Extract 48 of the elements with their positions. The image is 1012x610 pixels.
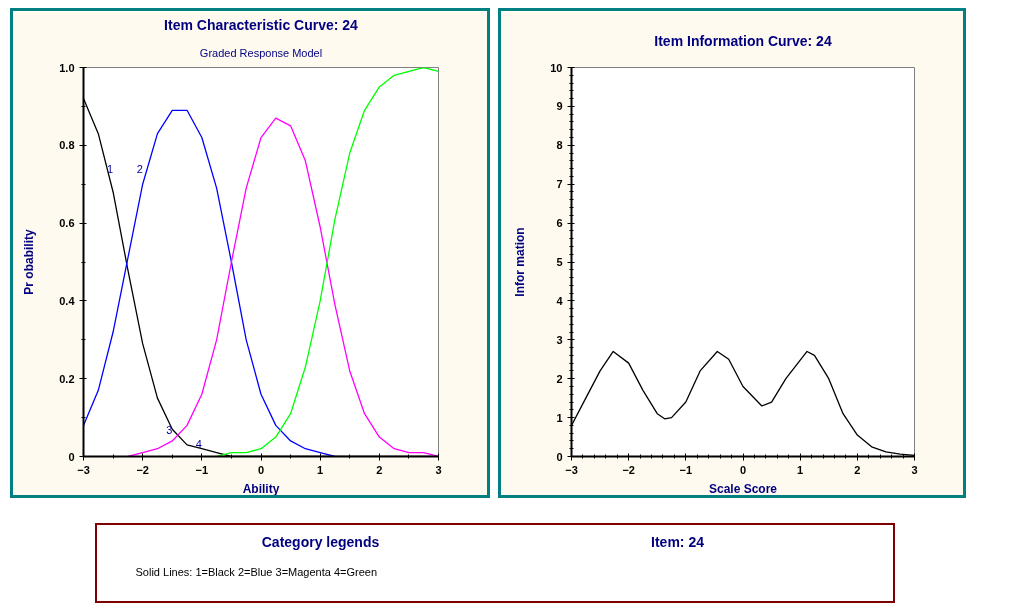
annotation: 1	[107, 163, 114, 176]
y-tick-label: 8	[556, 139, 563, 152]
y-tick-label: 4	[556, 294, 564, 307]
annotation: 3	[166, 424, 173, 437]
y-tick-label: 2	[556, 372, 563, 385]
annotation: 2	[136, 163, 143, 176]
x-tick-label: 0	[257, 463, 265, 476]
chart-title: Item Characteristic Curve: 24	[164, 16, 359, 33]
y-tick-label: 1	[556, 411, 563, 424]
y-tick-label: 0.6	[59, 217, 75, 230]
y-tick-label: 1.0	[59, 61, 75, 74]
text: Solid Lines: 1=Black 2=Blue 3=Magenta 4=Green	[135, 565, 378, 578]
y-tick-label: 0.8	[59, 139, 75, 152]
y-tick-label: 5	[556, 256, 563, 268]
x-tick-label: 3	[911, 463, 918, 476]
chart-title: Item Information Curve: 24	[654, 32, 832, 49]
x-tick-label: 2	[376, 463, 383, 476]
y-tick-label: 9	[556, 100, 563, 113]
y-tick-label: 3	[556, 333, 563, 346]
y-tick-label: 0	[556, 450, 563, 463]
x-tick-label: −2	[136, 463, 149, 476]
x-tick-label: 2	[854, 463, 861, 476]
y-axis-title: Infor mation	[513, 227, 528, 297]
x-tick-label: −2	[622, 463, 635, 476]
y-tick-label: 6	[556, 217, 563, 230]
x-tick-label: 1	[317, 463, 324, 476]
line-series	[215, 67, 439, 457]
x-tick-label: 1	[797, 463, 804, 476]
y-tick-label: 7	[556, 178, 563, 191]
x-tick-label: 3	[435, 463, 442, 476]
x-tick-label: −1	[195, 463, 209, 476]
annotation: 4	[195, 437, 202, 450]
y-tick-label: 0.4	[59, 294, 76, 307]
line-series	[127, 117, 439, 457]
x-tick-label: 0	[739, 463, 747, 476]
chart-subtitle: Graded Response Model	[199, 46, 323, 59]
x-tick-label: −3	[565, 463, 578, 476]
y-tick-label: 0.2	[59, 372, 75, 385]
x-tick-label: −1	[679, 463, 693, 476]
y-axis-title: Pr obability	[22, 229, 37, 295]
y-tick-label: 10	[550, 61, 563, 74]
x-axis-title: Scale Score	[708, 481, 778, 496]
y-tick-label: 0	[68, 450, 75, 463]
text: Item: 24	[651, 533, 705, 550]
x-tick-label: −3	[77, 463, 90, 476]
line-series	[83, 109, 336, 457]
text: Category legends	[261, 533, 380, 550]
x-axis-title: Ability	[242, 481, 280, 496]
